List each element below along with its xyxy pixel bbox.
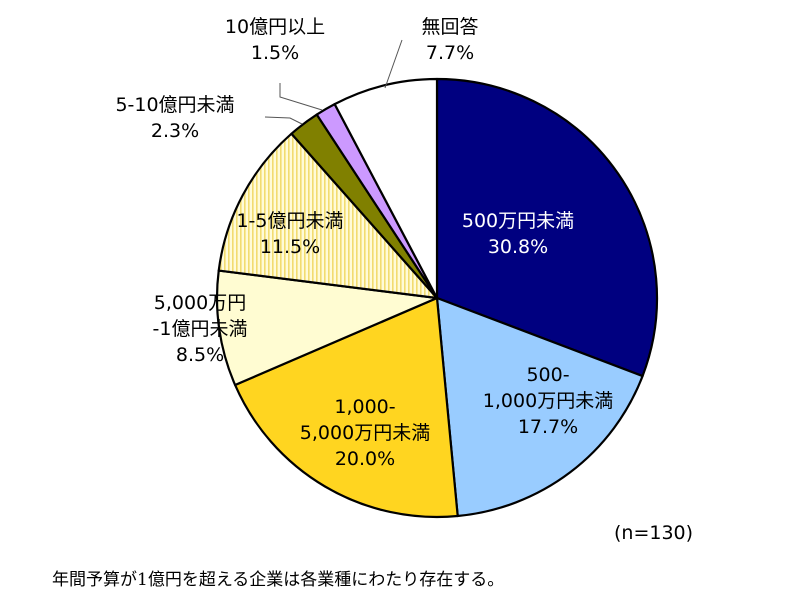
label-value: 2.3% — [150, 120, 200, 142]
leader-line-5-10oku — [264, 116, 303, 125]
pie-slice — [333, 77, 439, 300]
label-value: 30.8% — [487, 236, 549, 258]
pie-slice — [217, 132, 439, 300]
sample-size-note: (n=130) — [614, 522, 694, 544]
label-value: 7.7% — [425, 42, 475, 64]
label-500-1000man: 500- 1,000万円未満 17.7% — [458, 362, 638, 440]
label-value: 1.5% — [250, 42, 300, 64]
label-text: -1億円未満 — [152, 318, 248, 340]
pie-slice — [435, 77, 659, 378]
label-text: 5-10億円未満 — [115, 94, 235, 116]
pie-slice — [233, 296, 459, 519]
pie-slice — [435, 296, 644, 518]
label-text: 10億円以上 — [224, 16, 326, 38]
label-under-500man: 500万円未満 30.8% — [448, 208, 588, 260]
label-text: 500- — [526, 364, 570, 386]
leader-line-10oku — [279, 83, 323, 111]
label-value: 17.7% — [517, 416, 579, 438]
label-text: 1,000- — [334, 396, 396, 418]
pie-slice — [215, 269, 439, 387]
label-text: 1-5億円未満 — [236, 210, 344, 232]
label-1-5oku: 1-5億円未満 11.5% — [215, 208, 365, 260]
label-text: 500万円未満 — [461, 210, 575, 232]
label-10oku-over: 10億円以上 1.5% — [200, 14, 350, 66]
label-5-10oku: 5-10億円未満 2.3% — [100, 92, 250, 144]
leader-lines — [264, 39, 403, 125]
label-text: 無回答 — [421, 16, 479, 38]
chart-caption: 年間予算が1億円を超える企業は各業種にわたり存在する。 — [52, 570, 505, 590]
label-5000man-1oku: 5,000万円 -1億円未満 8.5% — [130, 290, 270, 368]
label-text: 5,000万円 — [153, 292, 247, 314]
leader-line-no-answer — [384, 39, 403, 89]
label-value: 11.5% — [259, 236, 321, 258]
label-value: 20.0% — [334, 448, 396, 470]
label-text: 1,000万円未満 — [482, 390, 614, 412]
label-text: 5,000万円未満 — [299, 422, 431, 444]
pie-slices — [215, 77, 659, 519]
label-value: 8.5% — [175, 344, 225, 366]
label-no-answer: 無回答 7.7% — [395, 14, 505, 66]
label-1000-5000man: 1,000- 5,000万円未満 20.0% — [280, 394, 450, 472]
